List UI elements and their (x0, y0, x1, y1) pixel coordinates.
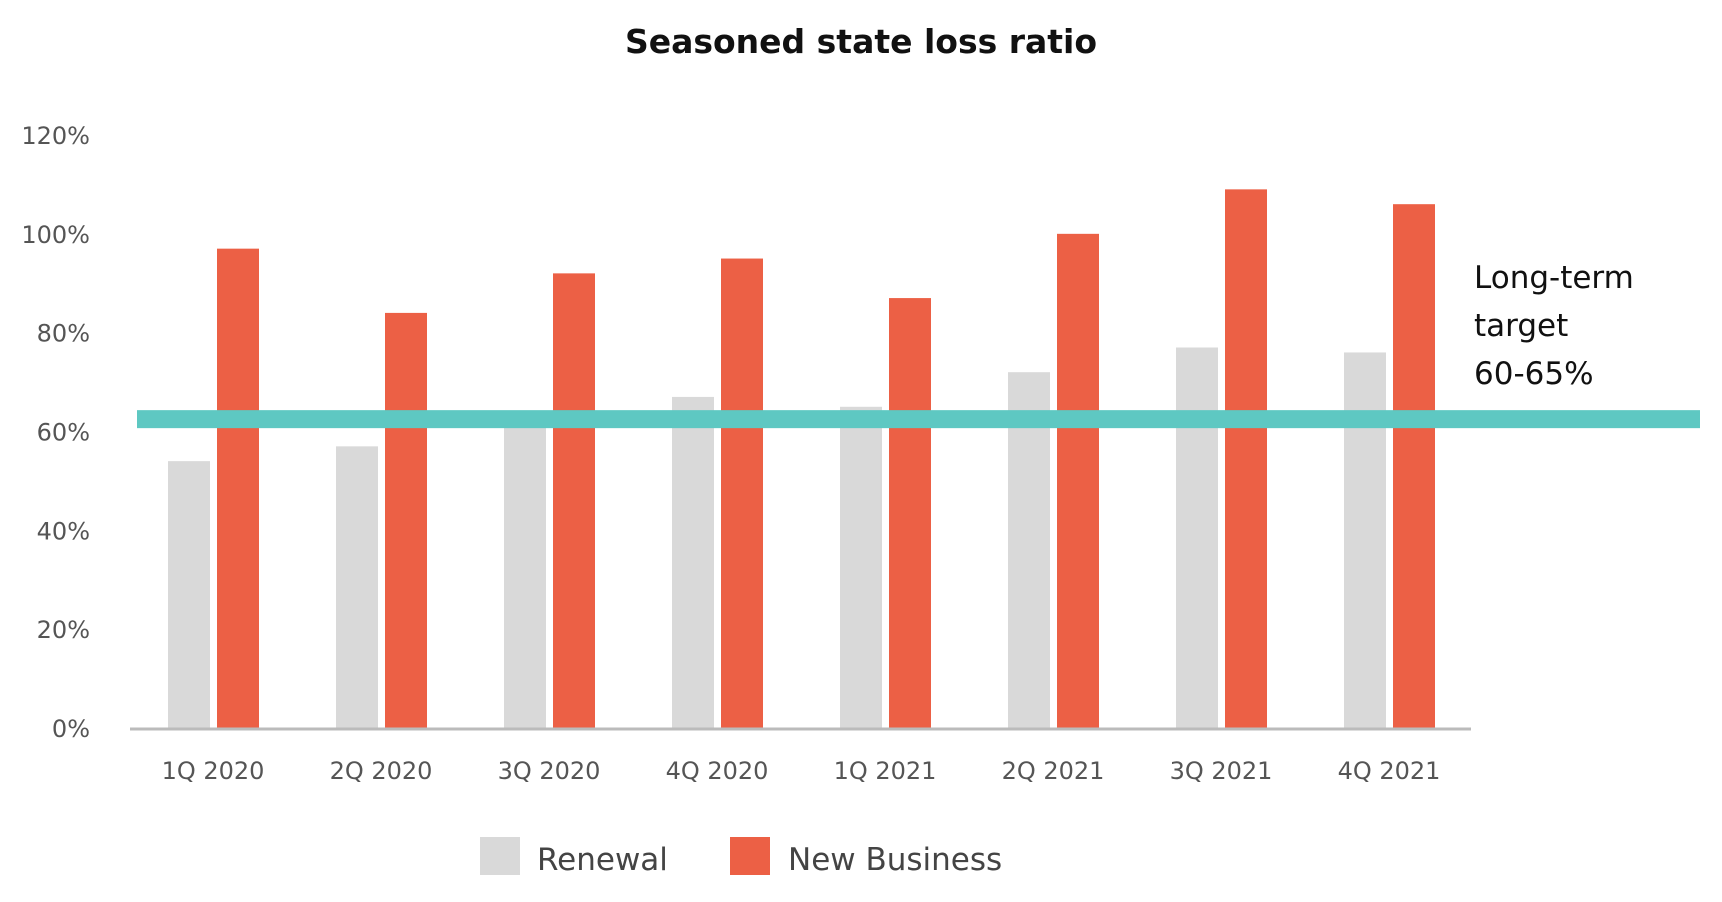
target-annotation: target (1474, 308, 1568, 344)
x-tick-label: 4Q 2021 (1338, 757, 1441, 785)
y-tick-label: 40% (37, 517, 90, 545)
bar-new-business (721, 258, 763, 728)
legend-label: Renewal (537, 842, 668, 878)
bar-new-business (385, 312, 427, 728)
x-tick-label: 3Q 2021 (1170, 757, 1273, 785)
chart-title: Seasoned state loss ratio (625, 22, 1097, 61)
bar-renewal (840, 406, 882, 728)
bar-new-business (217, 248, 259, 729)
x-tick-label: 2Q 2021 (1002, 757, 1105, 785)
bar-renewal (672, 396, 714, 728)
bar-renewal (1008, 372, 1050, 728)
target-line (137, 410, 1700, 429)
bar-new-business (553, 273, 595, 728)
y-tick-label: 80% (37, 320, 90, 348)
bar-renewal (168, 461, 210, 728)
target-annotation: 60-65% (1474, 356, 1594, 392)
y-tick-label: 20% (37, 616, 90, 644)
bar-renewal (1176, 347, 1218, 728)
bar-new-business (889, 298, 931, 728)
bar-renewal (336, 446, 378, 728)
y-tick-label: 0% (52, 715, 90, 743)
bar-new-business (1057, 233, 1099, 729)
y-tick-label: 60% (37, 419, 90, 447)
bar-renewal (504, 426, 546, 728)
legend-label: New Business (788, 842, 1002, 878)
y-tick-label: 120% (21, 122, 90, 150)
legend-swatch (480, 837, 520, 875)
x-tick-label: 1Q 2021 (834, 757, 937, 785)
y-tick-label: 100% (21, 221, 90, 249)
legend-swatch (730, 837, 770, 875)
target-annotation: Long-term (1474, 260, 1634, 296)
x-tick-label: 1Q 2020 (162, 757, 265, 785)
bar-new-business (1225, 189, 1267, 728)
bar-new-business (1393, 204, 1435, 728)
x-tick-label: 3Q 2020 (498, 757, 601, 785)
x-tick-label: 2Q 2020 (330, 757, 433, 785)
x-tick-label: 4Q 2020 (666, 757, 769, 785)
bar-renewal (1344, 352, 1386, 728)
